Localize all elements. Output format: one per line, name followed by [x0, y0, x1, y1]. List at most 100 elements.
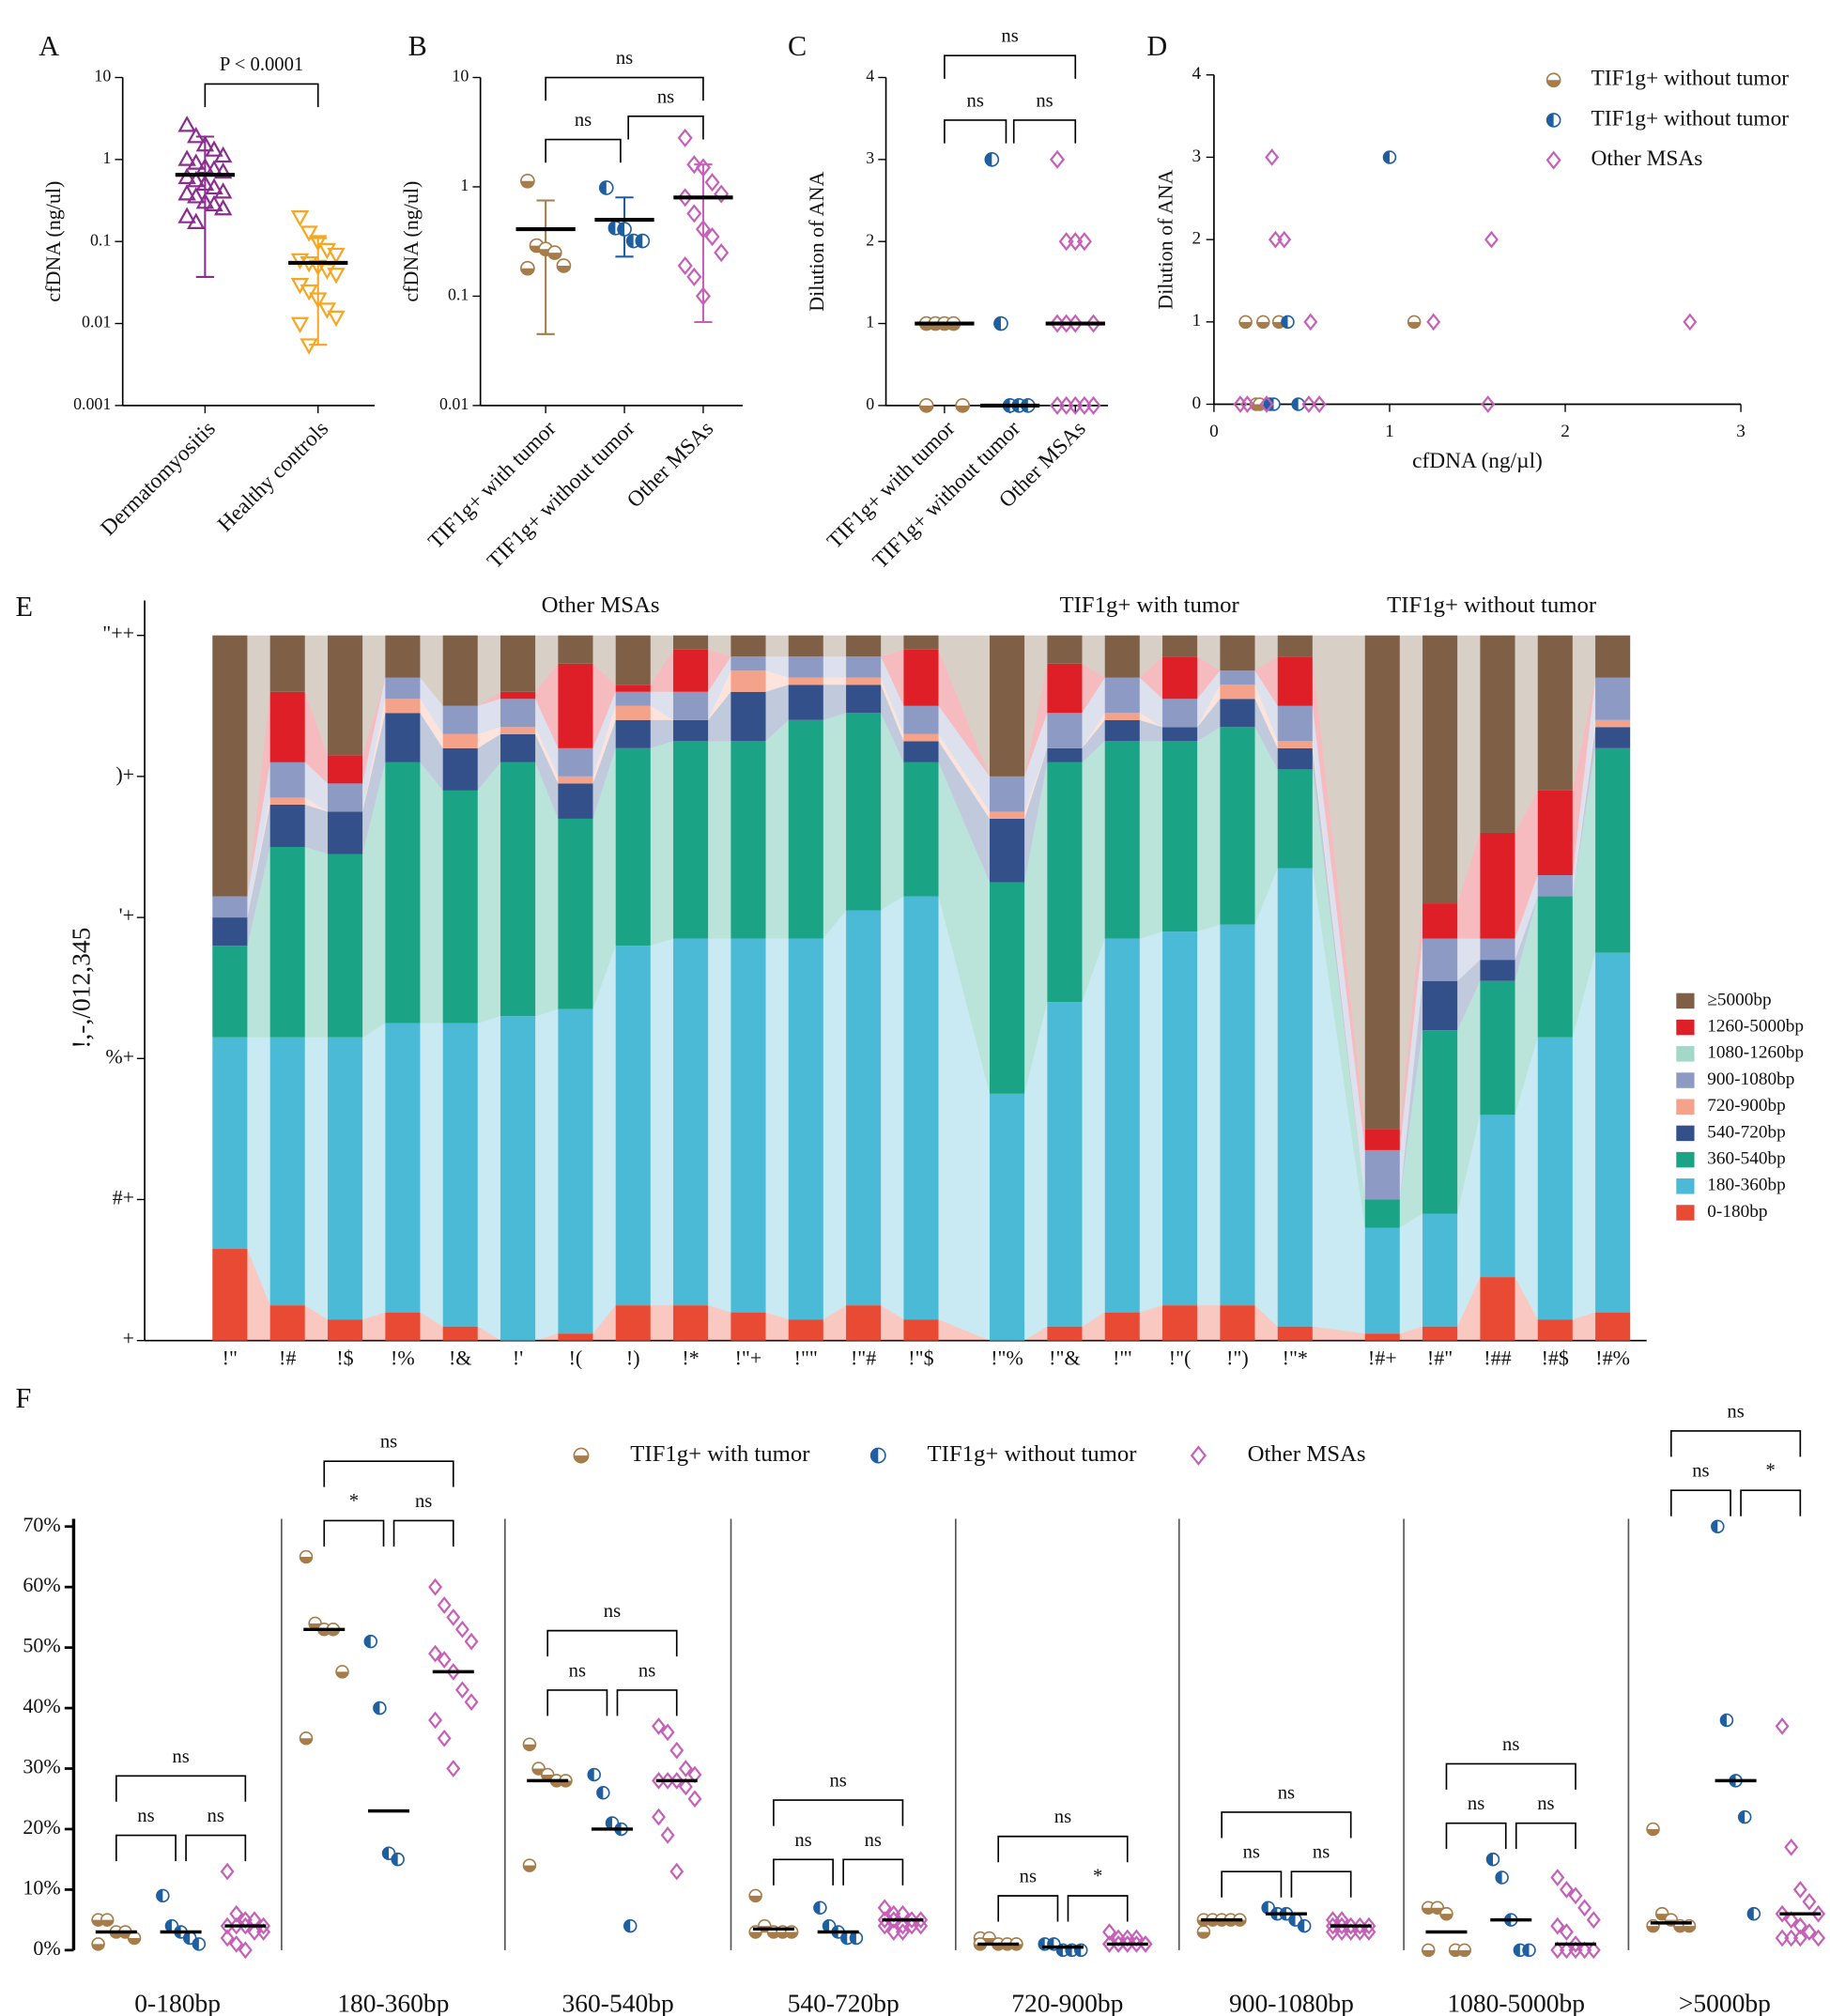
y-tick-label: 0% — [33, 1936, 60, 1960]
bar-segment — [1480, 1277, 1515, 1341]
flow-band — [592, 946, 616, 1334]
flow-band — [765, 938, 789, 1320]
marker-shape — [1344, 1916, 1359, 1935]
bar-segment — [1364, 635, 1400, 1130]
marker-fill — [623, 1919, 631, 1932]
data-point — [391, 1852, 405, 1867]
data-point — [1361, 1923, 1376, 1941]
bar-segment — [788, 685, 823, 720]
bar-segment — [212, 917, 248, 946]
flow-band — [765, 635, 789, 657]
bar-segment — [615, 685, 651, 692]
flow-band — [477, 635, 500, 706]
legend-swatch — [1676, 1019, 1695, 1036]
data-point — [327, 268, 346, 285]
marker-shape — [686, 155, 702, 175]
data-point — [677, 188, 693, 208]
x-tick-label: !"" — [794, 1346, 818, 1369]
marker-fill — [1647, 1926, 1659, 1932]
y-tick-label: 0 — [866, 394, 874, 413]
flow-band — [881, 1305, 904, 1341]
data-point — [187, 171, 206, 188]
marker-shape — [1058, 232, 1074, 252]
significance-bracket — [1669, 1489, 1731, 1516]
bar-segment — [989, 1093, 1025, 1341]
marker-shape — [1325, 1916, 1340, 1935]
flow-band — [420, 1023, 443, 1327]
bar-segment — [730, 670, 766, 692]
significance-bracket — [545, 138, 622, 163]
bar-segment — [846, 677, 882, 685]
data-point — [177, 115, 196, 132]
flow-band — [1139, 931, 1163, 1313]
flow-band — [1515, 1277, 1538, 1341]
y-tick-label: 10 — [94, 67, 111, 85]
significance-label: ns — [137, 1806, 154, 1826]
flow-band — [1139, 1305, 1163, 1341]
data-point — [904, 1911, 919, 1929]
marker-fill — [1239, 321, 1253, 329]
bar-segment — [673, 741, 709, 939]
bar-segment — [846, 713, 882, 911]
data-point — [247, 1923, 262, 1941]
marker-shape — [669, 1741, 684, 1760]
marker-fill — [588, 1768, 594, 1781]
data-point — [1737, 1809, 1752, 1824]
data-point — [1111, 1935, 1126, 1953]
flow-band — [765, 656, 789, 678]
marker-fill — [1422, 1949, 1435, 1957]
data-point — [660, 1826, 675, 1844]
marker-shape — [464, 1693, 479, 1711]
data-point — [1568, 1886, 1583, 1905]
marker-shape — [677, 188, 693, 208]
flow-band — [1139, 719, 1163, 742]
data-point — [1382, 150, 1397, 164]
marker-shape — [213, 198, 233, 216]
bar-segment — [615, 705, 651, 720]
significance-label: ns — [829, 1771, 846, 1792]
bar-segment — [1364, 1129, 1400, 1150]
data-point — [317, 302, 337, 319]
bar-segment — [1422, 1030, 1458, 1214]
flow-band — [592, 1305, 616, 1341]
bar-segment — [1047, 762, 1083, 1003]
marker-fill — [1383, 151, 1390, 163]
marker-shape — [1784, 1929, 1799, 1947]
flow-band — [708, 938, 731, 1313]
data-point — [895, 1916, 910, 1935]
data-point — [454, 1620, 469, 1639]
data-point — [1058, 232, 1074, 252]
bar-segment — [615, 719, 651, 748]
significance-bracket — [1515, 1822, 1576, 1850]
flow-band — [420, 677, 443, 734]
flow-band — [247, 762, 270, 918]
data-point — [229, 1935, 244, 1953]
flow-band — [1515, 635, 1538, 833]
data-point — [195, 174, 215, 192]
flow-band — [477, 691, 500, 706]
bar-segment — [1277, 868, 1313, 1327]
flow-band — [1457, 635, 1481, 904]
flow-band — [823, 910, 847, 1320]
x-tick-label: !#$ — [1542, 1346, 1569, 1369]
bar-segment — [1047, 747, 1083, 762]
flow-band — [362, 1312, 386, 1341]
data-point — [984, 152, 1000, 167]
y-tick-label: + — [123, 1327, 134, 1350]
marker-shape — [1303, 313, 1318, 331]
bar-segment — [730, 691, 766, 742]
marker-shape — [1792, 1881, 1807, 1899]
marker-shape — [886, 1911, 901, 1929]
marker-shape — [177, 207, 196, 223]
marker-fill — [626, 234, 634, 248]
marker-shape — [660, 1826, 675, 1844]
marker-shape — [213, 182, 233, 199]
bar-segment — [788, 656, 823, 678]
marker-shape — [428, 1577, 442, 1596]
marker-shape — [660, 1772, 675, 1790]
bar-segment — [989, 882, 1025, 1094]
flow-band — [1139, 635, 1163, 678]
bar-segment — [1595, 677, 1631, 720]
bar-segment — [989, 635, 1025, 777]
bar-segment — [212, 1037, 248, 1250]
